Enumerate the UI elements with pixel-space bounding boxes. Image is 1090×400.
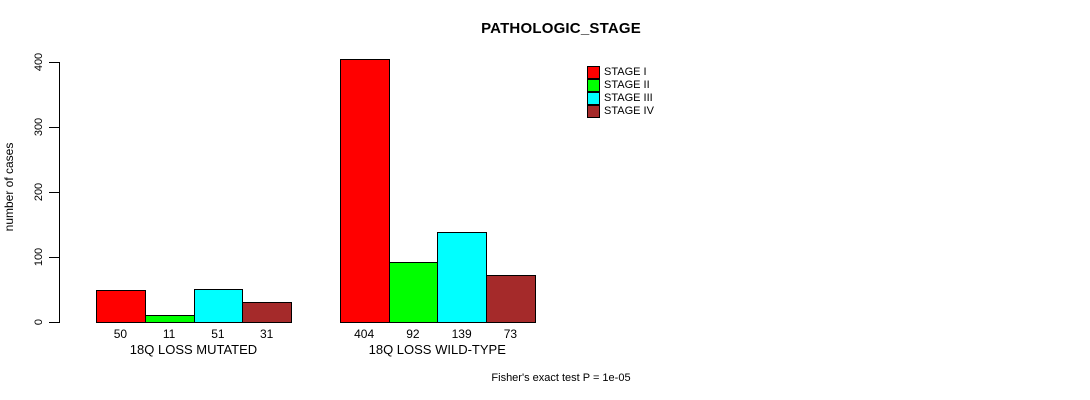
bar-stage-ii xyxy=(388,262,439,323)
y-tick xyxy=(49,62,59,63)
bar-stage-iv xyxy=(242,301,292,323)
bar-value-label: 92 xyxy=(406,327,420,341)
bar-stage-iv xyxy=(486,274,536,323)
category-label: 18Q LOSS WILD-TYPE xyxy=(368,342,506,357)
annotation-text: Fisher's exact test P = 1e-05 xyxy=(491,372,631,384)
legend-label: STAGE IV xyxy=(604,105,654,117)
bar-value-label: 404 xyxy=(354,327,375,341)
bar-stage-i xyxy=(339,59,390,323)
legend-label: STAGE I xyxy=(604,66,647,78)
y-tick-label: 200 xyxy=(33,182,45,202)
category-label: 18Q LOSS MUTATED xyxy=(129,342,258,357)
legend-item: STAGE IV xyxy=(587,105,654,118)
bar-stage-iii xyxy=(193,288,244,323)
legend-swatch xyxy=(587,92,600,105)
bar-value-label: 50 xyxy=(113,327,128,341)
legend-label: STAGE II xyxy=(604,79,650,91)
y-tick-label: 100 xyxy=(33,247,45,267)
y-axis-label: number of cases xyxy=(2,142,16,232)
y-tick-label: 400 xyxy=(33,52,45,72)
bar-value-label: 139 xyxy=(451,327,472,341)
y-tick-label: 0 xyxy=(33,318,45,326)
y-tick xyxy=(49,127,59,128)
legend-label: STAGE III xyxy=(604,92,653,104)
y-tick xyxy=(49,322,59,323)
bar-stage-i xyxy=(96,289,146,323)
bar-value-label: 31 xyxy=(259,327,274,341)
y-tick xyxy=(49,192,59,193)
legend-swatch xyxy=(587,105,600,118)
legend-item: STAGE II xyxy=(587,79,654,92)
bar-value-label: 73 xyxy=(503,327,518,341)
y-tick-label: 300 xyxy=(33,117,45,137)
chart-title: PATHOLOGIC_STAGE xyxy=(481,20,641,37)
legend-item: STAGE I xyxy=(587,66,654,79)
legend-swatch xyxy=(587,66,600,79)
legend: STAGE I STAGE II STAGE III STAGE IV xyxy=(587,66,654,118)
bar-stage-iii xyxy=(437,231,487,323)
bar-value-label: 51 xyxy=(211,327,225,341)
y-axis-line xyxy=(59,62,60,323)
bar-stage-ii xyxy=(144,314,195,323)
y-tick xyxy=(49,257,59,258)
bar-value-label: 11 xyxy=(162,327,176,341)
legend-item: STAGE III xyxy=(587,92,654,105)
legend-swatch xyxy=(587,79,600,92)
